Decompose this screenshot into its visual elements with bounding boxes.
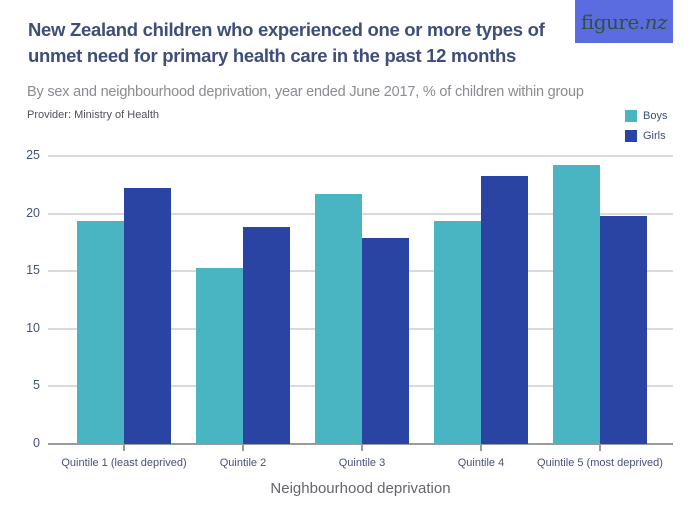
bar-girls-quintile-3: [362, 237, 409, 444]
bar-girls-quintile-5: [600, 215, 647, 444]
x-axis-line: [48, 443, 673, 445]
chart-legend: Boys Girls: [625, 106, 667, 146]
legend-label-girls: Girls: [643, 130, 666, 142]
x-axis-tick-quintile-1: [123, 444, 125, 451]
bar-boys-quintile-3: [315, 194, 362, 444]
gridline-25: [48, 155, 673, 157]
bar-boys-quintile-1: [77, 220, 124, 444]
bar-girls-quintile-4: [481, 175, 528, 444]
x-axis-tick-quintile-4: [480, 444, 482, 451]
bar-boys-quintile-2: [196, 267, 243, 444]
figure-nz-logo-text: figure.nz: [580, 9, 668, 34]
x-axis-tick-quintile-5: [599, 444, 601, 451]
figure-nz-logo-badge[interactable]: figure.nz: [575, 0, 673, 43]
chart-subtitle: By sex and neighbourhood deprivation, ye…: [27, 84, 584, 100]
provider-credit: Provider: Ministry of Health: [27, 109, 160, 121]
legend-swatch-girls: [625, 130, 637, 142]
legend-item-girls: Girls: [625, 126, 667, 146]
x-category-label-quintile-4: Quintile 4: [457, 457, 505, 469]
x-axis-tick-quintile-2: [242, 444, 244, 451]
chart-title: New Zealand children who experienced one…: [28, 17, 588, 69]
y-axis-tick-label-20: 20: [26, 205, 40, 220]
bar-girls-quintile-1: [124, 188, 171, 444]
x-category-label-quintile-3: Quintile 3: [338, 457, 386, 469]
x-category-label-quintile-5: Quintile 5 (most deprived): [537, 457, 663, 469]
y-axis-tick-label-10: 10: [26, 320, 40, 335]
bar-boys-quintile-5: [553, 165, 600, 444]
chart-title-line1: New Zealand children who experienced one…: [28, 19, 545, 40]
x-axis-title: Neighbourhood deprivation: [270, 480, 451, 497]
y-axis-tick-label-5: 5: [33, 378, 40, 393]
legend-swatch-boys: [625, 110, 637, 122]
y-axis-tick-label-0: 0: [33, 436, 40, 450]
legend-label-boys: Boys: [643, 110, 668, 122]
y-axis-tick-label-15: 15: [26, 263, 40, 278]
legend-item-boys: Boys: [625, 106, 667, 126]
chart-title-line2: unmet need for primary health care in th…: [28, 45, 516, 66]
x-category-label-quintile-1: Quintile 1 (least deprived): [61, 457, 187, 469]
x-axis-tick-quintile-3: [361, 444, 363, 451]
bar-boys-quintile-4: [434, 220, 481, 444]
y-axis-tick-label-25: 25: [26, 148, 40, 162]
x-category-label-quintile-2: Quintile 2: [219, 457, 267, 469]
bar-girls-quintile-2: [243, 227, 290, 444]
